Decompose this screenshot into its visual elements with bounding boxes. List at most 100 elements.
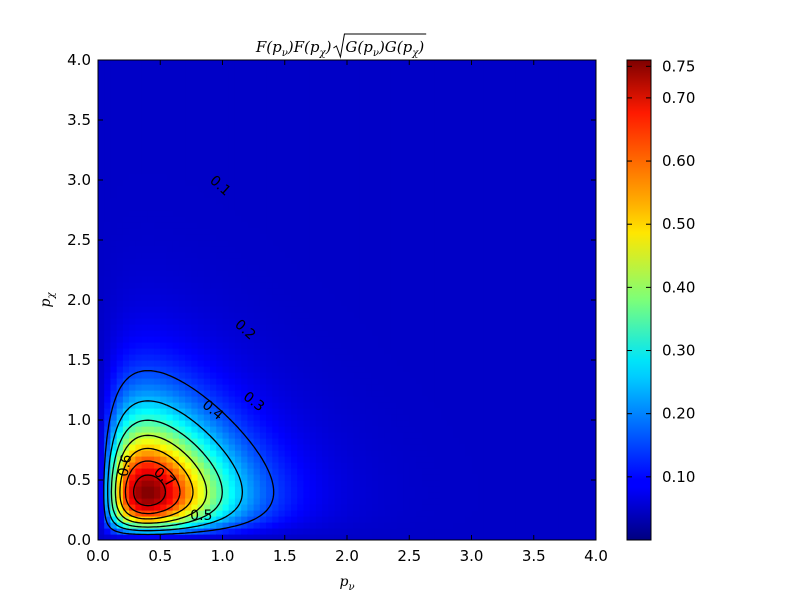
heatmap-cell	[415, 66, 423, 73]
heatmap-cell	[440, 342, 448, 349]
heatmap-cell	[384, 264, 392, 271]
heatmap-cell	[222, 396, 230, 403]
heatmap-cell	[129, 276, 136, 283]
heatmap-cell	[427, 228, 435, 235]
heatmap-cell	[278, 240, 286, 247]
heatmap-cell	[266, 288, 273, 295]
heatmap-cell	[452, 90, 460, 97]
heatmap-cell	[459, 366, 466, 373]
heatmap-cell	[340, 414, 348, 421]
heatmap-cell	[477, 312, 485, 319]
heatmap-cell	[210, 432, 217, 439]
heatmap-cell	[309, 114, 317, 121]
heatmap-cell	[259, 264, 267, 271]
heatmap-cell	[459, 492, 466, 499]
heatmap-cell	[129, 126, 136, 133]
heatmap-cell	[278, 174, 286, 181]
heatmap-cell	[303, 96, 311, 103]
heatmap-cell	[446, 132, 454, 139]
heatmap-cell	[154, 180, 161, 187]
heatmap-cell	[259, 486, 267, 493]
heatmap-cell	[266, 534, 273, 540]
heatmap-cell	[247, 96, 255, 103]
heatmap-cell	[110, 504, 118, 511]
heatmap-cell	[384, 372, 392, 379]
heatmap-cell	[446, 60, 454, 67]
heatmap-cell	[185, 426, 192, 433]
heatmap-cell	[371, 384, 379, 391]
heatmap-cell	[116, 348, 124, 355]
heatmap-cell	[403, 396, 410, 403]
heatmap-cell	[290, 360, 298, 367]
heatmap-cell	[178, 324, 186, 331]
heatmap-cell	[110, 318, 118, 325]
heatmap-cell	[191, 366, 199, 373]
heatmap-cell	[384, 306, 392, 313]
heatmap-cell	[434, 138, 441, 145]
heatmap-cell	[272, 342, 280, 349]
heatmap-cell	[403, 216, 410, 223]
heatmap-cell	[247, 114, 255, 121]
heatmap-cell	[247, 498, 255, 505]
heatmap-cell	[465, 474, 473, 481]
heatmap-cell	[141, 246, 149, 253]
heatmap-cell	[122, 222, 130, 229]
heatmap-cell	[185, 180, 192, 187]
heatmap-cell	[396, 174, 404, 181]
heatmap-cell	[290, 276, 298, 283]
heatmap-cell	[446, 78, 454, 85]
heatmap-cell	[421, 528, 429, 535]
heatmap-cell	[228, 330, 236, 337]
heatmap-cell	[259, 108, 267, 115]
heatmap-cell	[241, 84, 248, 91]
heatmap-cell	[378, 144, 385, 151]
heatmap-cell	[409, 474, 417, 481]
heatmap-cell	[216, 306, 224, 313]
heatmap-cell	[353, 186, 361, 193]
heatmap-cell	[303, 444, 311, 451]
heatmap-cell	[347, 120, 354, 127]
heatmap-cell	[110, 288, 118, 295]
heatmap-cell	[104, 294, 112, 301]
heatmap-cell	[210, 390, 217, 397]
heatmap-cell	[396, 72, 404, 79]
heatmap-cell	[141, 192, 149, 199]
heatmap-cell	[129, 120, 136, 127]
heatmap-cell	[483, 438, 491, 445]
heatmap-cell	[284, 60, 292, 67]
heatmap-cell	[272, 60, 280, 67]
heatmap-cell	[415, 144, 423, 151]
heatmap-cell	[315, 150, 323, 157]
heatmap-cell	[278, 258, 286, 265]
heatmap-cell	[390, 306, 398, 313]
heatmap-cell	[116, 108, 124, 115]
heatmap-cell	[446, 282, 454, 289]
heatmap-cell	[359, 432, 367, 439]
heatmap-cell	[253, 444, 261, 451]
heatmap-cell	[347, 462, 354, 469]
heatmap-cell	[216, 528, 224, 535]
heatmap-cell	[98, 456, 105, 463]
heatmap-cell	[477, 330, 485, 337]
heatmap-cell	[446, 390, 454, 397]
heatmap-cell	[247, 132, 255, 139]
heatmap-cell	[427, 450, 435, 457]
heatmap-cell	[384, 228, 392, 235]
heatmap-cell	[135, 222, 143, 229]
heatmap-cell	[135, 510, 143, 517]
heatmap-cell	[390, 222, 398, 229]
heatmap-cell	[191, 282, 199, 289]
heatmap-cell	[434, 396, 441, 403]
heatmap-cell	[259, 534, 267, 540]
heatmap-cell	[315, 378, 323, 385]
heatmap-cell	[98, 312, 105, 319]
heatmap-cell	[154, 384, 161, 391]
heatmap-cell	[259, 216, 267, 223]
heatmap-cell	[347, 228, 354, 235]
heatmap-cell	[347, 240, 354, 247]
heatmap-cell	[446, 528, 454, 535]
heatmap-cell	[396, 480, 404, 487]
heatmap-cell	[340, 138, 348, 145]
heatmap-cell	[166, 366, 174, 373]
heatmap-cell	[396, 258, 404, 265]
